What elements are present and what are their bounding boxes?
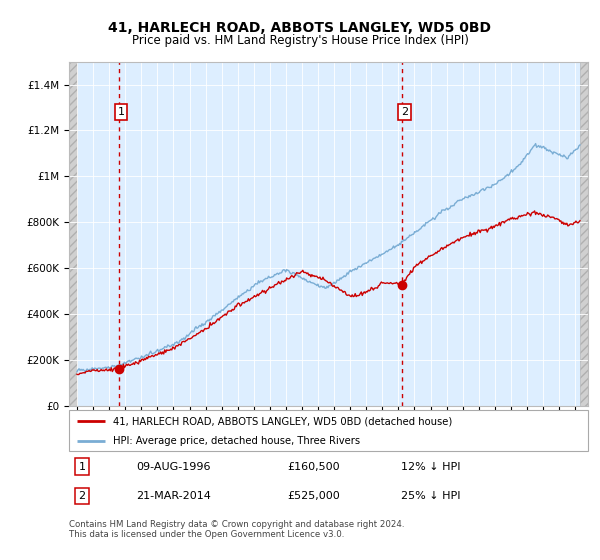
FancyBboxPatch shape [69,410,588,451]
Polygon shape [69,62,77,406]
Text: £160,500: £160,500 [287,461,340,472]
Text: Price paid vs. HM Land Registry's House Price Index (HPI): Price paid vs. HM Land Registry's House … [131,34,469,46]
Polygon shape [580,62,588,406]
Text: 21-MAR-2014: 21-MAR-2014 [136,491,211,501]
Text: HPI: Average price, detached house, Three Rivers: HPI: Average price, detached house, Thre… [113,436,360,446]
Text: 1: 1 [79,461,85,472]
Text: 12% ↓ HPI: 12% ↓ HPI [401,461,461,472]
Text: £525,000: £525,000 [287,491,340,501]
Text: 41, HARLECH ROAD, ABBOTS LANGLEY, WD5 0BD: 41, HARLECH ROAD, ABBOTS LANGLEY, WD5 0B… [109,21,491,35]
Text: 1: 1 [118,107,125,117]
Text: 2: 2 [79,491,86,501]
Text: 2: 2 [401,107,408,117]
Text: 25% ↓ HPI: 25% ↓ HPI [401,491,461,501]
Text: 41, HARLECH ROAD, ABBOTS LANGLEY, WD5 0BD (detached house): 41, HARLECH ROAD, ABBOTS LANGLEY, WD5 0B… [113,417,452,426]
Text: 09-AUG-1996: 09-AUG-1996 [136,461,211,472]
Text: Contains HM Land Registry data © Crown copyright and database right 2024.
This d: Contains HM Land Registry data © Crown c… [69,520,404,539]
